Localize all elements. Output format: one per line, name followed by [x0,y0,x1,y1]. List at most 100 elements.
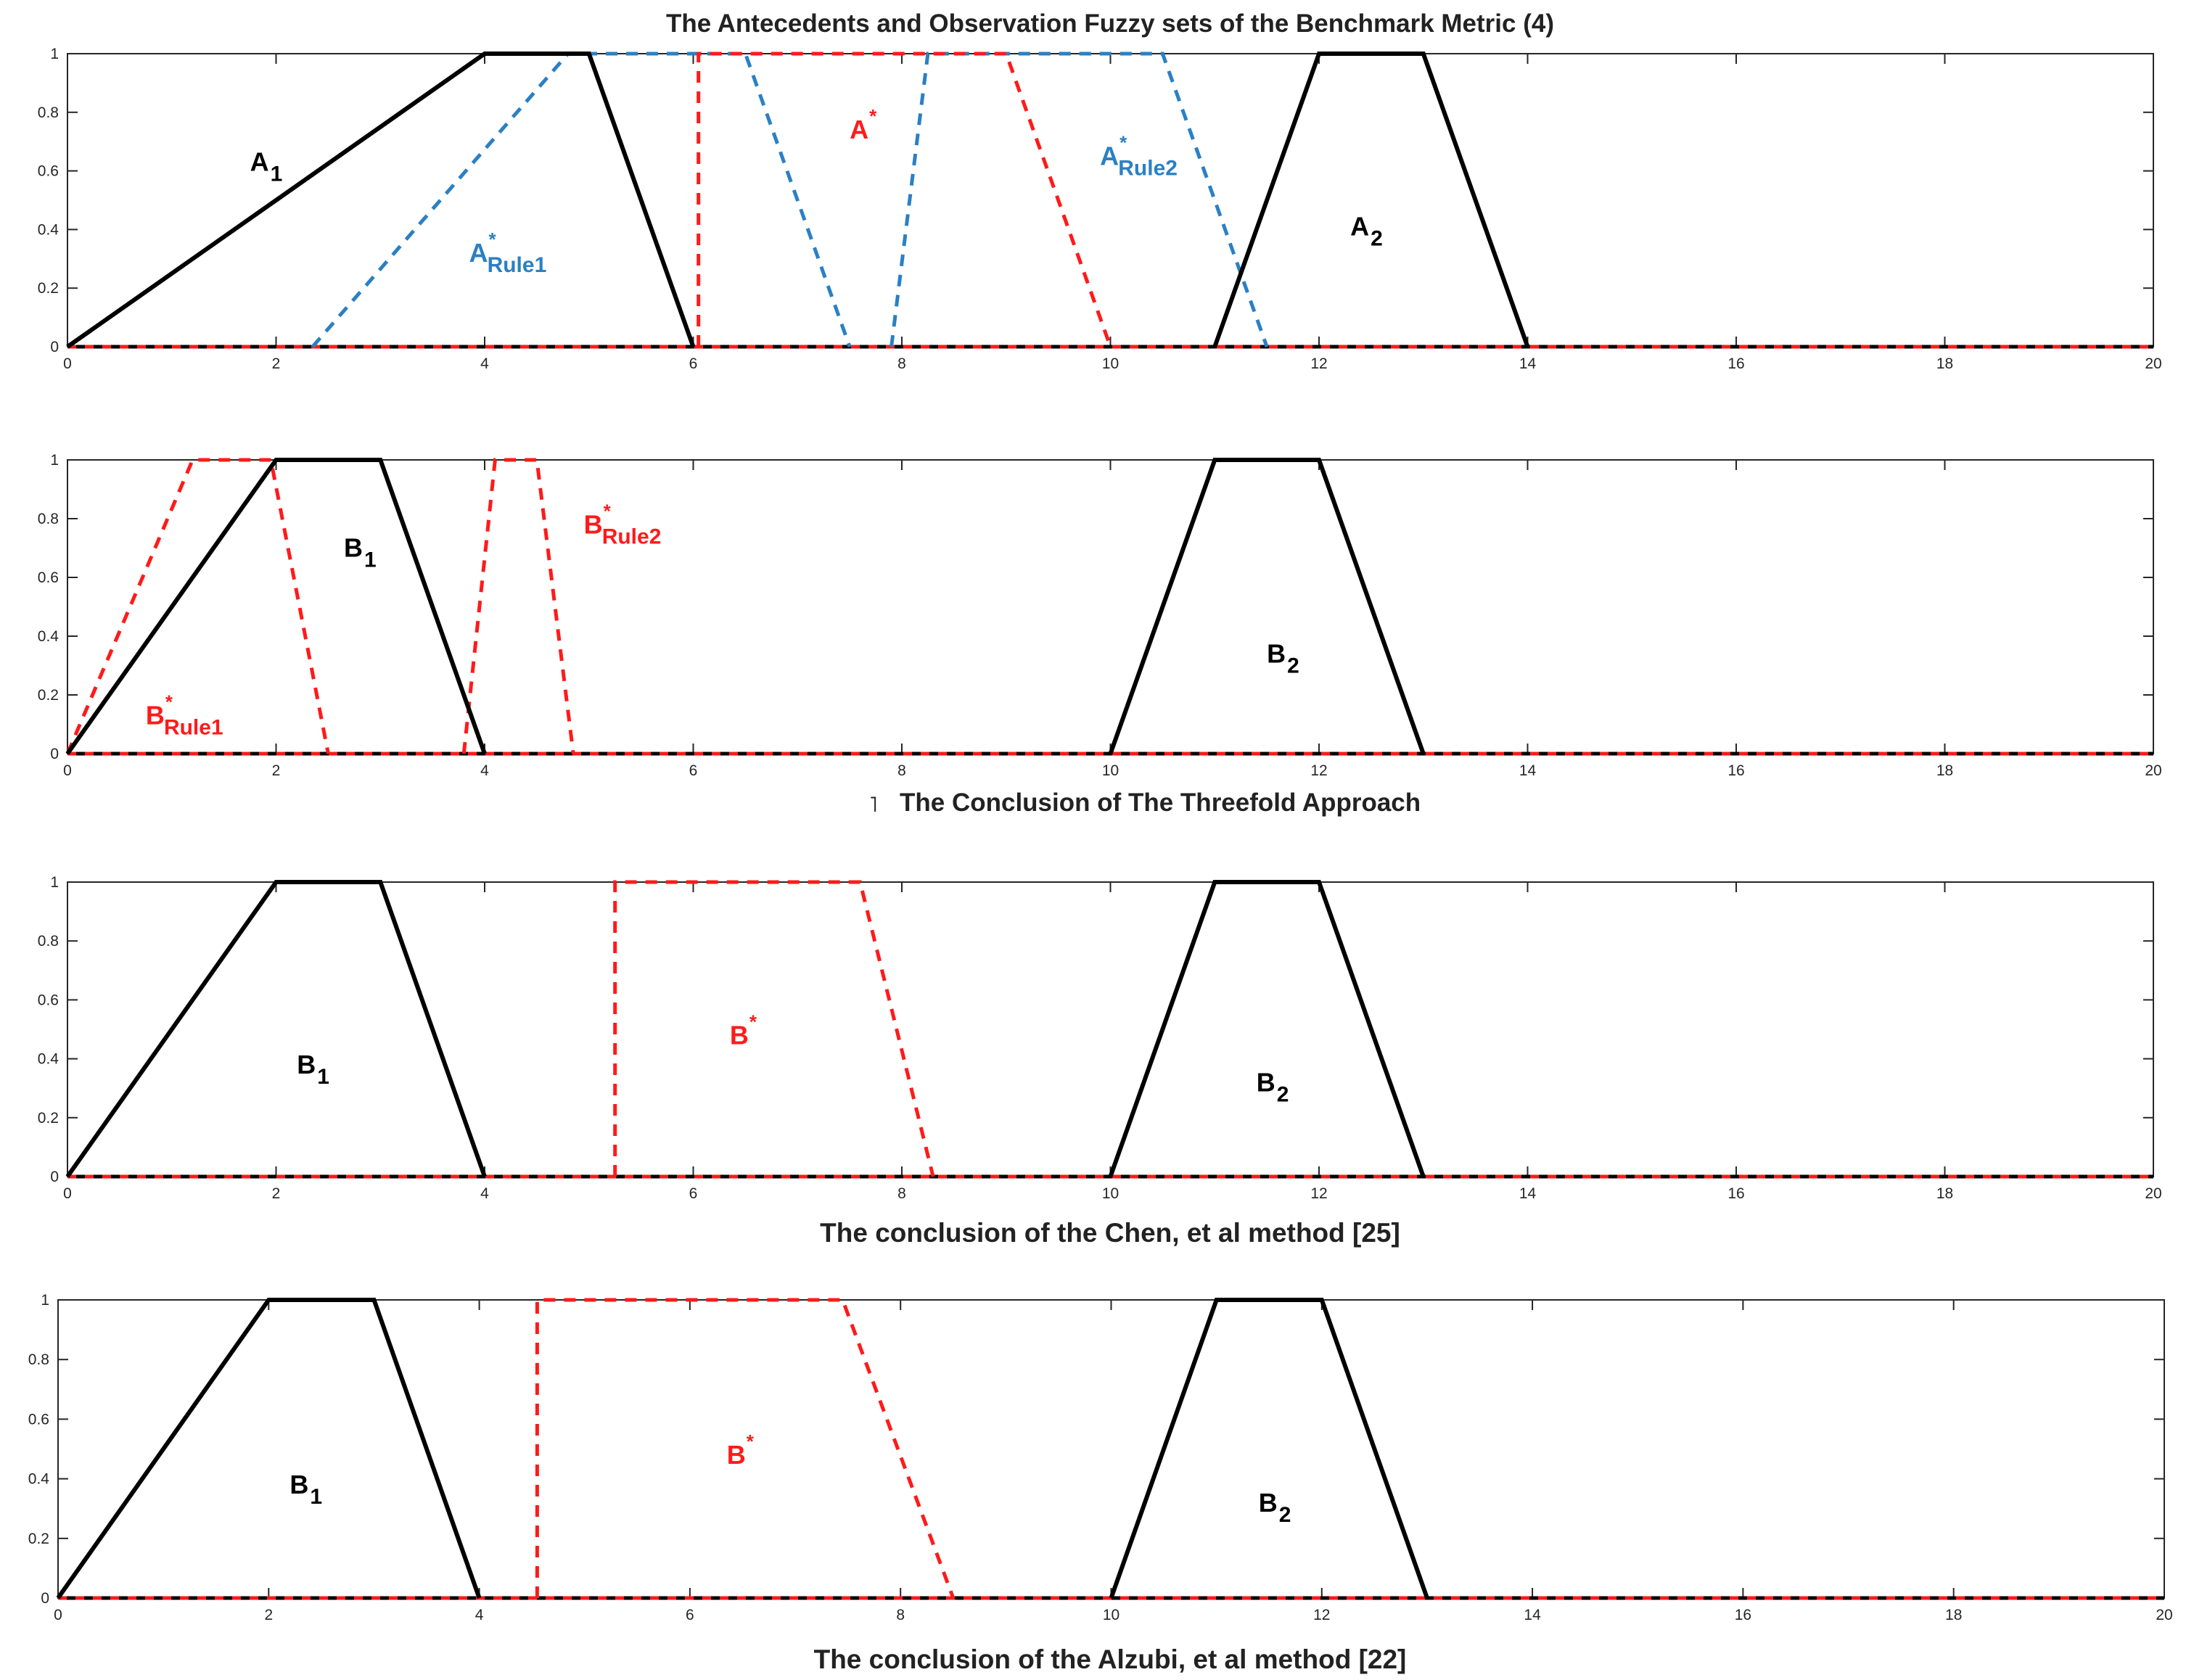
set-label-main: B [727,1440,746,1470]
x-tick-label: 12 [1313,1607,1330,1623]
x-tick-label: 12 [1310,355,1327,372]
y-tick-label: 0.4 [38,1051,59,1068]
set-label-sup: * [604,500,612,522]
y-tick-label: 1 [50,874,59,891]
y-tick-label: 0.6 [38,569,59,586]
set-label-main: B [584,509,603,539]
set-label-main: B [1267,638,1286,668]
y-tick-label: 0.4 [28,1471,50,1488]
x-tick-label: 8 [897,1185,906,1202]
x-tick-label: 10 [1103,1607,1119,1623]
y-tick-label: 0.6 [38,163,59,180]
series-line-a-star-rule1 [311,52,852,348]
x-tick-label: 14 [1524,1607,1541,1623]
x-tick-label: 18 [1945,1607,1962,1623]
x-tick-label: 12 [1310,762,1327,779]
set-label-main: A [1100,141,1119,171]
set-label-sub: 2 [1279,1503,1291,1527]
set-label-sub: 1 [364,548,377,572]
set-label-sup: * [869,105,877,127]
series-line-a2 [1212,52,1530,348]
y-tick-label: 0 [41,1590,49,1607]
set-label-main: A [850,115,868,144]
x-tick-label: 4 [475,1607,484,1623]
y-tick-label: 1 [41,1292,49,1309]
set-label: A2 [1350,211,1383,250]
series-line-b2 [1108,458,1426,755]
x-tick-label: 14 [1519,762,1537,779]
x-tick-label: 6 [686,1607,694,1623]
y-tick-label: 0.8 [28,1351,49,1368]
set-label-sub: Rule1 [164,716,223,740]
series-line-b-star- [535,1298,956,1599]
set-label-sub: Rule2 [1118,157,1178,181]
y-tick-label: 0.8 [38,933,59,950]
y-tick-label: 0.8 [38,511,59,527]
x-tick-label: 8 [896,1607,905,1623]
set-label-sup: * [747,1430,755,1452]
set-label: B* [727,1430,755,1470]
set-label: B1 [289,1470,322,1509]
x-tick-label: 14 [1519,1185,1537,1202]
set-label-main: B [146,701,165,730]
series-line-b2 [1109,1298,1429,1599]
set-label: B* [730,1010,757,1050]
set-label: A* [850,105,877,144]
set-label-main: B [344,533,363,563]
x-tick-label: 0 [63,355,72,372]
y-tick-label: 0 [50,746,59,762]
set-label-main: B [297,1050,316,1079]
x-tick-label: 20 [2145,355,2161,372]
y-tick-label: 0.2 [38,687,59,704]
set-label-sup: * [165,691,173,713]
x-tick-label: 14 [1519,355,1537,372]
x-tick-label: 16 [1735,1607,1751,1623]
chen-conclusion-title: The conclusion of the Chen, et al method… [820,1218,1400,1248]
x-tick-label: 10 [1102,1185,1119,1202]
caption-marker: ˥ [869,793,877,817]
x-tick-label: 2 [272,762,281,779]
series-line-b1 [56,1298,482,1599]
x-tick-label: 20 [2145,762,2161,779]
x-tick-label: 18 [1936,762,1953,779]
y-tick-label: 0 [50,1169,59,1185]
series-line-b2 [1108,880,1426,1178]
set-label-sub: 1 [271,162,283,186]
y-tick-label: 0.2 [38,280,59,297]
set-label: B* Rule1 [146,691,223,740]
x-tick-label: 2 [264,1607,273,1623]
x-tick-label: 4 [480,762,489,779]
x-tick-label: 10 [1102,762,1119,779]
set-label: B1 [297,1050,329,1089]
threefold-caption: ˥ The Conclusion of The Threefold Approa… [869,788,1421,817]
x-tick-label: 4 [480,355,489,372]
y-tick-label: 0.4 [38,628,59,645]
set-label: B* Rule2 [584,500,662,548]
set-label-sub: 2 [1277,1082,1289,1106]
x-tick-label: 18 [1936,355,1953,372]
x-tick-label: 2 [272,1185,281,1202]
set-label-sub: Rule1 [488,253,547,277]
set-label-sup: * [749,1010,757,1032]
axes-box [67,459,2154,754]
axes-box [67,53,2154,347]
alzubi-conclusion-title: The conclusion of the Alzubi, et al meth… [814,1644,1407,1674]
y-tick-label: 0.2 [38,1110,59,1127]
set-label-sub: 2 [1287,654,1299,678]
x-tick-label: 12 [1310,1185,1327,1202]
y-tick-label: 0.8 [38,104,59,121]
x-tick-label: 20 [2145,1185,2161,1202]
set-label-sub: 1 [310,1485,322,1509]
set-label-main: A [250,147,269,177]
x-tick-label: 0 [63,762,72,779]
x-tick-label: 6 [689,1185,698,1202]
x-tick-label: 0 [63,1185,72,1202]
x-tick-label: 2 [272,355,281,372]
set-label-main: A [469,238,488,268]
x-tick-label: 16 [1727,1185,1744,1202]
